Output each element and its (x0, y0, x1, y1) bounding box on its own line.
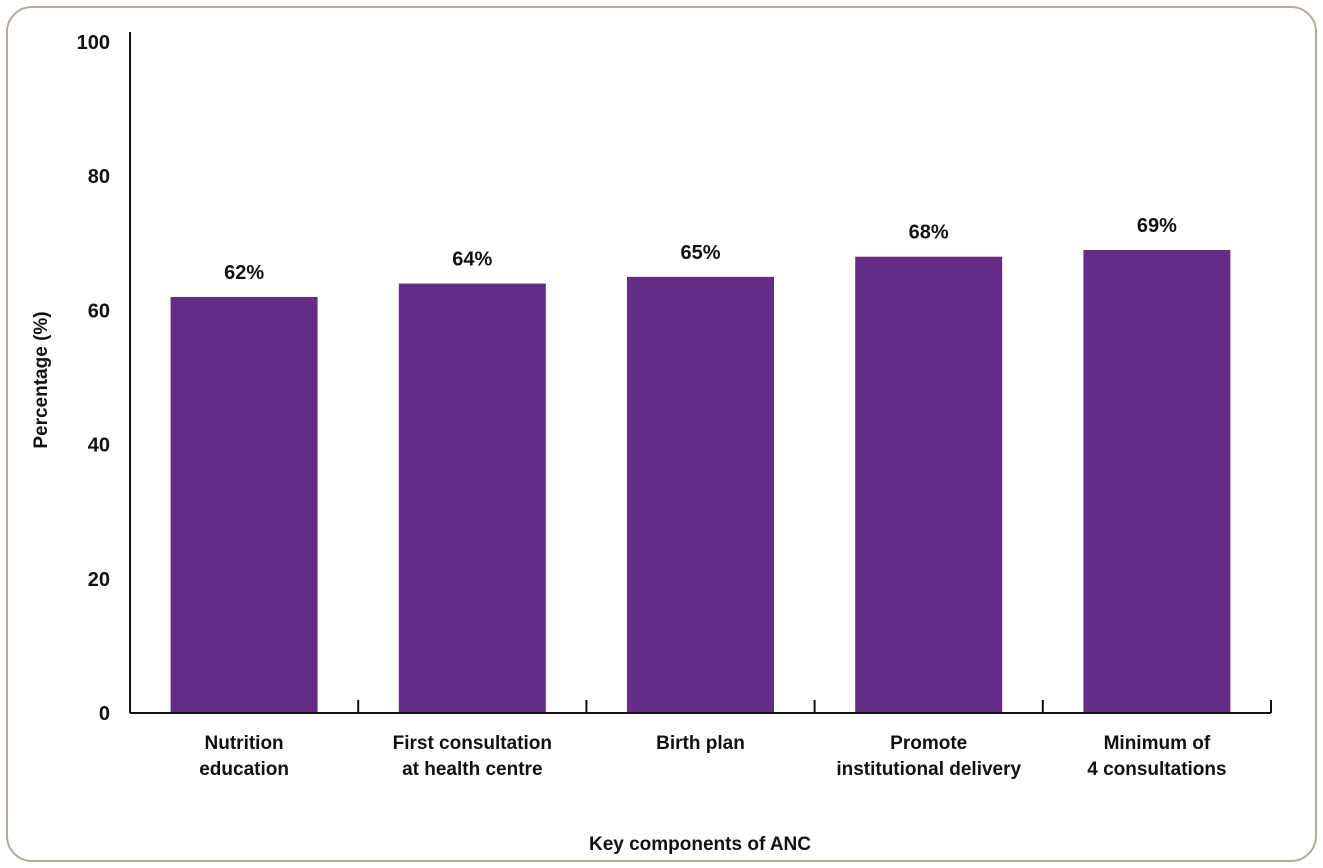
y-tick-labels: 0 20 40 60 80 100 (77, 32, 110, 725)
category-label-4: Promote institutional delivery (836, 733, 1021, 780)
bar-2 (398, 283, 546, 713)
y-tick-label-80: 80 (88, 166, 110, 188)
category-label-2: First consultation at health centre (393, 733, 552, 780)
y-tick-label-40: 40 (88, 435, 110, 457)
y-tick-label-100: 100 (77, 32, 110, 54)
bar-4 (855, 256, 1003, 713)
y-axis-title: Percentage (%) (31, 311, 52, 448)
data-label-3: 65% (680, 242, 720, 264)
category-label-1: Nutrition education (199, 733, 289, 780)
data-label-1: 62% (224, 262, 264, 284)
y-tick-label-0: 0 (99, 703, 110, 725)
data-labels: 62% 64% 65% 68% 69% (224, 215, 1177, 284)
category-labels: Nutrition education First consultation at h… (199, 733, 1226, 780)
bars-group (170, 250, 1231, 713)
y-tick-label-20: 20 (88, 569, 110, 591)
bar-5 (1083, 250, 1231, 713)
category-label-5: Minimum of 4 consultations (1087, 733, 1226, 780)
category-label-3: Birth plan (656, 733, 745, 754)
x-tick-marks (129, 700, 1272, 713)
axes-group (129, 32, 1271, 714)
bar-1 (170, 296, 318, 713)
y-tick-label-60: 60 (88, 300, 110, 322)
bar-3 (627, 276, 774, 713)
data-label-5: 69% (1137, 215, 1177, 237)
data-label-2: 64% (452, 249, 492, 271)
data-label-4: 68% (909, 222, 949, 244)
x-axis-title: Key components of ANC (589, 834, 811, 855)
